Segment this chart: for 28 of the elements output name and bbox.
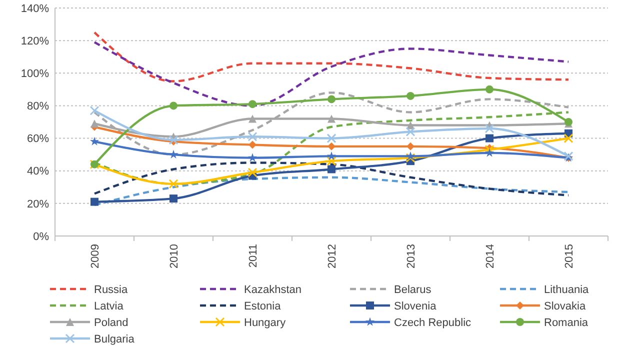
legend-label: Hungary [244, 316, 286, 329]
legend-label: Poland [94, 316, 128, 329]
legend-label: Latvia [94, 300, 124, 312]
legend-label: Lithuania [544, 284, 590, 296]
y-tick-label: 40% [26, 166, 50, 178]
x-tick-label: 2014 [484, 244, 496, 268]
x-tick-label: 2009 [90, 244, 102, 268]
x-tick-label: 2013 [406, 244, 418, 268]
legend-label: Estonia [244, 300, 282, 312]
x-tick-label: 2010 [168, 244, 180, 268]
y-tick-label: 100% [20, 68, 50, 80]
y-tick-label: 20% [26, 198, 50, 210]
x-tick-label: 2015 [564, 244, 576, 268]
y-tick-label: 120% [20, 35, 50, 48]
legend-label: Czech Republic [394, 316, 472, 329]
legend-label: Belarus [394, 284, 432, 296]
y-tick-label: 80% [26, 100, 50, 113]
y-tick-label: 140% [20, 2, 50, 15]
legend-label: Slovenia [394, 300, 438, 312]
legend-label: Kazakhstan [244, 284, 302, 296]
legend-label: Slovakia [544, 300, 586, 312]
x-tick-label: 2012 [326, 244, 338, 268]
y-tick-label: 0% [33, 230, 50, 243]
y-tick-label: 60% [26, 133, 50, 146]
legend-label: Bulgaria [94, 333, 136, 346]
legend-label: Russia [94, 284, 129, 296]
x-tick-label: 2011 [248, 244, 260, 268]
legend-label: Romania [544, 316, 589, 329]
